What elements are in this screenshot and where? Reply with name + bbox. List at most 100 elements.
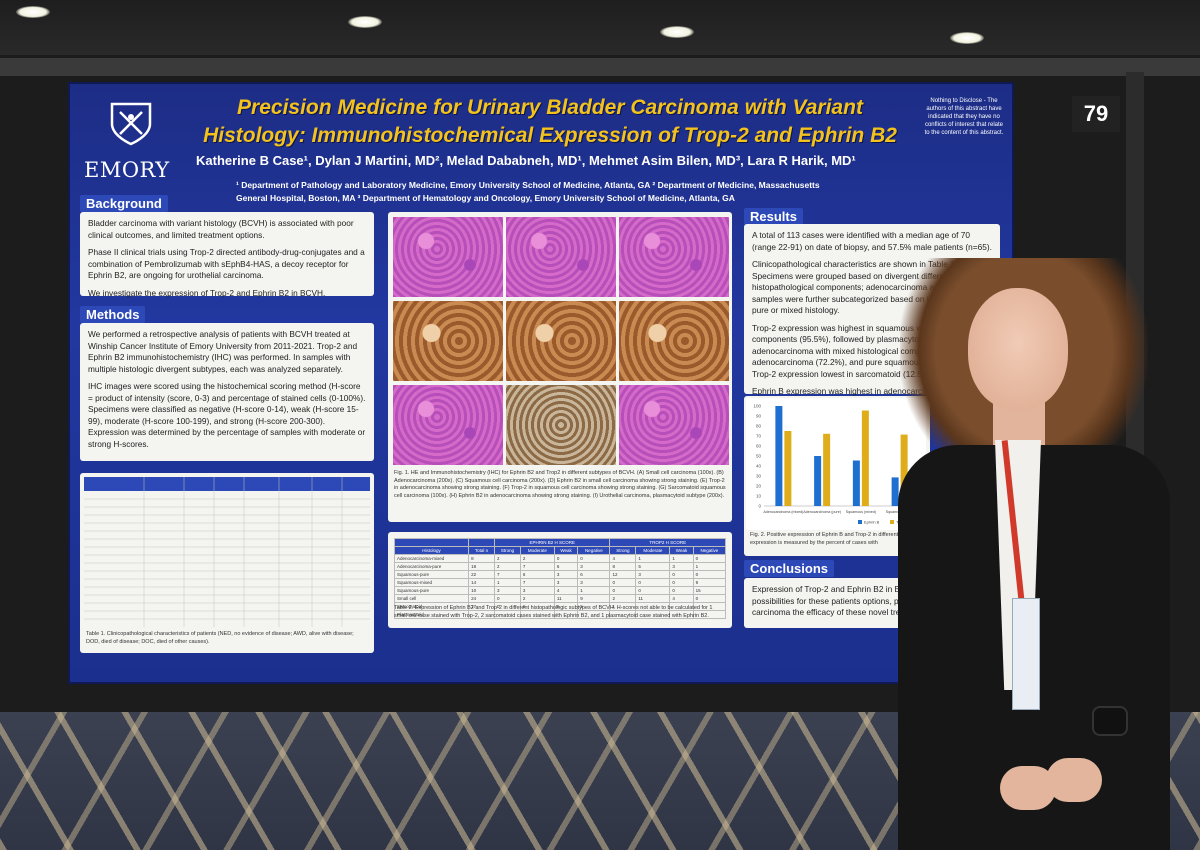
micrograph-c — [619, 217, 729, 297]
presenter-face — [968, 288, 1068, 410]
booth-number: 79 — [1072, 96, 1120, 132]
table2-column-header: Strong — [609, 546, 637, 555]
x-category-label: Adenocarcinoma (pure) — [803, 510, 841, 514]
ceiling — [0, 0, 1200, 62]
table-cell: 0 — [692, 570, 727, 579]
figure1-box: Fig. 1. HE and Immunohistochemistry (IHC… — [388, 212, 732, 522]
micrograph-i — [619, 385, 729, 465]
x-category-label: Squamous (mixed) — [846, 510, 876, 514]
y-tick-label: 40 — [756, 464, 762, 469]
table-cell: 2 — [519, 594, 555, 603]
table2-column-header: Histology — [393, 546, 470, 555]
methods-paragraph: We performed a retrospective analysis of… — [88, 329, 358, 374]
table2-group-header: TROP2 H SCORE — [609, 538, 726, 547]
table-cell: 3 — [519, 586, 555, 595]
table-cell: 1 — [635, 554, 671, 563]
y-tick-label: 20 — [756, 484, 762, 489]
table-cell: 18 — [468, 562, 495, 571]
table-cell: 4 — [609, 554, 637, 563]
table-cell: 7 — [494, 570, 521, 579]
ceiling-light — [660, 26, 694, 38]
affiliations-line1: ¹ Department of Pathology and Laboratory… — [236, 180, 820, 190]
y-tick-label: 10 — [756, 494, 762, 499]
table2-group-header: EPHRIN B2 H SCORE — [493, 538, 611, 547]
table2: EPHRIN B2 H SCORE TROP2 H SCORE Histolog… — [393, 538, 727, 619]
table-cell — [692, 610, 727, 619]
table-cell: 8 — [468, 554, 495, 563]
name-badge — [1012, 598, 1040, 710]
table1-box: Table 1. Clinicopathological characteris… — [80, 473, 374, 653]
table-cell: 0 — [635, 586, 671, 595]
wristwatch — [1092, 706, 1128, 736]
bar-ephrin-b — [852, 460, 860, 506]
x-category-label: Adenocarcinoma (mixed) — [763, 510, 803, 514]
table2-column-header: Moderate — [519, 546, 555, 555]
bar-trop-2 — [784, 431, 792, 506]
table-cell: 0 — [577, 554, 611, 563]
bar-ephrin-b — [775, 406, 783, 506]
bar-trop-2 — [823, 433, 831, 506]
table-cell: 0 — [635, 578, 671, 587]
table-cell: 3 — [669, 562, 694, 571]
y-tick-label: 100 — [753, 404, 761, 409]
table-cell: 8 — [609, 562, 637, 571]
methods-heading: Methods — [80, 306, 146, 323]
table-cell: Small cell — [393, 594, 470, 603]
table-cell: 7 — [519, 562, 555, 571]
table-cell: 2 — [494, 562, 521, 571]
table-cell: Adenocarcinoma-mixed — [393, 554, 470, 563]
table-cell: 6 — [553, 562, 579, 571]
presenter-hand — [1046, 758, 1102, 802]
table-cell: 9 — [577, 594, 611, 603]
table-cell: 1 — [494, 578, 521, 587]
table-cell: 7 — [519, 578, 555, 587]
table2-column-header: Weak — [553, 546, 579, 555]
results-paragraph: A total of 113 cases were identified wit… — [752, 230, 992, 252]
table-cell: 10 — [468, 586, 495, 595]
table-row: Small cell 24 0 2 11 9 2 11 4 0 — [393, 594, 727, 603]
table-cell: 2 — [519, 554, 555, 563]
micrograph-e — [506, 301, 616, 381]
background-paragraph: Phase II clinical trials using Trop-2 di… — [88, 247, 365, 280]
table1-image — [84, 477, 370, 627]
bar-ephrin-b — [891, 477, 899, 506]
background-heading: Background — [80, 195, 168, 212]
table-cell: Squamous-mixed — [393, 578, 470, 587]
table1-caption: Table 1. Clinicopathological characteris… — [86, 631, 354, 645]
poster-title-line1: Precision Medicine for Urinary Bladder C… — [237, 96, 863, 119]
booth-rail — [0, 58, 1200, 76]
y-tick-label: 50 — [756, 454, 762, 459]
table-cell: 0 — [669, 586, 694, 595]
table2-caption: Table 2. Expression of Ephrin B2 and Tro… — [394, 605, 713, 619]
table-cell: 1 — [692, 562, 727, 571]
table-cell — [669, 610, 694, 619]
micrograph-d — [393, 301, 503, 381]
emory-logo-text: EMORY — [84, 158, 170, 182]
table-cell: Squamous-pure — [393, 570, 470, 579]
methods-paragraph: IHC images were scored using the histoch… — [88, 381, 366, 449]
table2-column-header: Negative — [692, 546, 727, 555]
micrograph-h — [506, 385, 616, 465]
table-cell: Squamous-pure — [393, 586, 470, 595]
table-cell: 0 — [692, 554, 727, 563]
poster-affiliations: ¹ Department of Pathology and Laboratory… — [236, 179, 876, 205]
table-cell: 2 — [609, 594, 637, 603]
y-tick-label: 60 — [756, 444, 762, 449]
table-cell: 3 — [577, 578, 611, 587]
figure1-caption: Fig. 1. HE and Immunohistochemistry (IHC… — [394, 470, 726, 499]
micrograph-f — [619, 301, 729, 381]
table2-corner — [468, 538, 495, 547]
table-cell — [577, 610, 611, 619]
affiliations-line2: General Hospital, Boston, MA ³ Departmen… — [236, 193, 735, 203]
table-row: Adenocarcinoma-pure 18 2 7 6 3 8 5 3 1 — [393, 562, 727, 571]
legend-swatch — [890, 520, 894, 524]
background-paragraph: Bladder carcinoma with variant histology… — [88, 218, 354, 240]
disclosure-note: Nothing to Disclose - The authors of thi… — [924, 98, 1004, 136]
table-cell: 3 — [577, 562, 611, 571]
table-cell: 12 — [609, 570, 637, 579]
table2-column-header: Moderate — [635, 546, 671, 555]
table2-column-header: Strong — [494, 546, 521, 555]
ceiling-light — [16, 6, 50, 18]
table-cell: 3 — [553, 578, 579, 587]
